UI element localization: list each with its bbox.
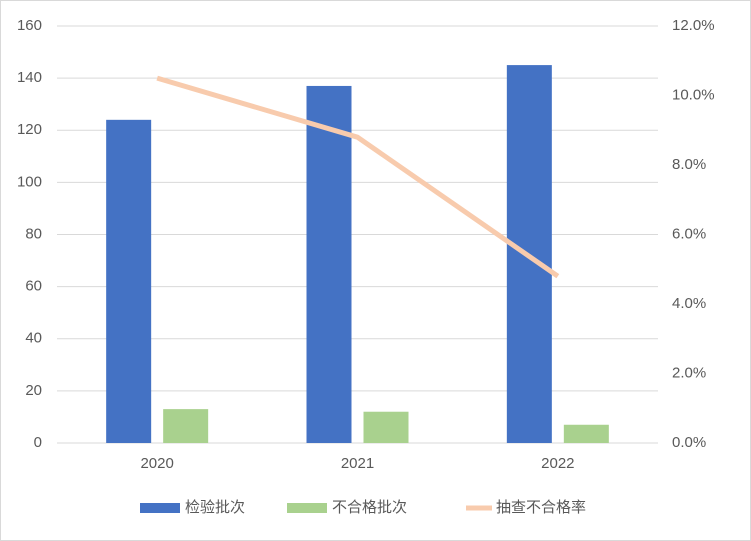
- bar: [363, 411, 409, 443]
- legend-swatch: [287, 503, 327, 513]
- y-tick-label: 60: [25, 278, 42, 295]
- y2-tick-label: 4.0%: [672, 295, 706, 312]
- y-tick-label: 40: [25, 330, 42, 347]
- x-tick-label: 2020: [140, 455, 173, 472]
- y-tick-label: 20: [25, 382, 42, 399]
- bar: [306, 85, 352, 443]
- legend-label: 不合格批次: [332, 499, 407, 516]
- y-tick-label: 100: [17, 173, 42, 190]
- y2-tick-label: 0.0%: [672, 434, 706, 451]
- y2-tick-label: 2.0%: [672, 364, 706, 381]
- bar: [106, 119, 152, 443]
- y2-tick-label: 10.0%: [672, 86, 715, 103]
- bar: [563, 424, 609, 443]
- bar: [163, 409, 209, 443]
- legend-label: 检验批次: [185, 499, 245, 516]
- legend-label: 抽查不合格率: [496, 499, 586, 516]
- x-tick-label: 2021: [341, 455, 374, 472]
- line: [156, 75, 560, 279]
- y2-tick-label: 12.0%: [672, 17, 715, 34]
- y-tick-label: 160: [17, 17, 42, 34]
- y-tick-label: 140: [17, 69, 42, 86]
- y2-tick-label: 6.0%: [672, 225, 706, 242]
- y2-tick-label: 8.0%: [672, 156, 706, 173]
- y-tick-label: 120: [17, 121, 42, 138]
- y-tick-label: 80: [25, 225, 42, 242]
- x-tick-label: 2022: [541, 455, 574, 472]
- legend-swatch: [140, 503, 180, 513]
- y-tick-label: 0: [34, 434, 42, 451]
